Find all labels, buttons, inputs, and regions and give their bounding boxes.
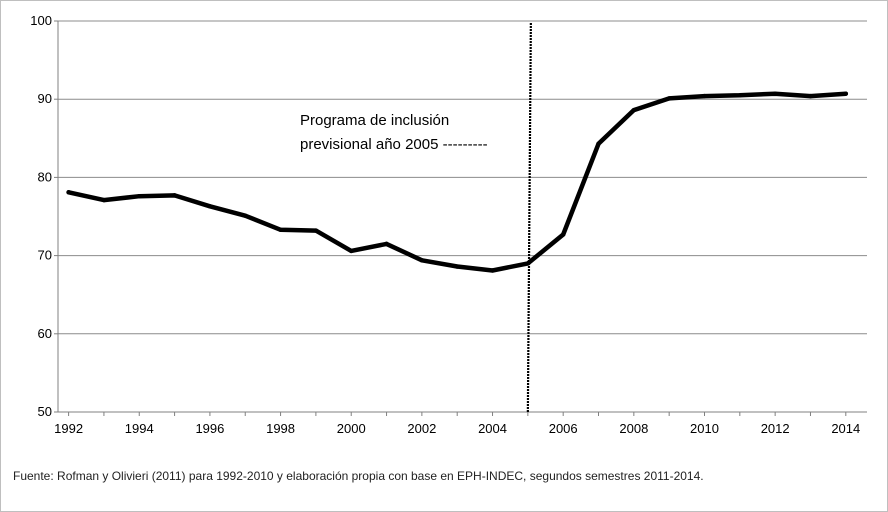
x-tick-label: 2004 [478,421,507,436]
x-tick-label: 2002 [407,421,436,436]
vertical-marker [526,22,532,413]
data-point [278,227,283,232]
data-point [631,107,637,113]
x-tick-label: 2010 [690,421,719,436]
y-tick-label: 50 [38,404,52,419]
data-point [207,204,213,209]
y-tick-label: 90 [38,91,52,106]
series-layer [66,91,849,273]
data-point [808,93,813,99]
data-point [843,91,849,96]
data-point [666,96,672,101]
gridlines [58,20,867,335]
data-point [596,141,601,146]
x-tick-label: 1992 [54,421,83,436]
series-line-0 [66,91,849,273]
data-point [313,228,319,233]
line-chart: 50 60 70 80 90 100 1992 1994 1996 1998 2000 2002 20… [30,13,867,436]
data-point [419,258,425,263]
data-point [560,232,566,237]
x-tick-label: 1996 [195,421,224,436]
data-point [349,248,354,254]
annotation-line-2: previsional año 2005 --------- [300,136,488,153]
y-tick-label: 100 [30,13,52,28]
data-point [702,93,707,99]
x-tick-label: 2014 [831,421,860,436]
data-point [455,264,460,269]
y-tick-labels: 50 60 70 80 90 100 [30,13,52,419]
x-tick-label: 2000 [337,421,366,436]
x-tick-label: 1998 [266,421,295,436]
x-tick-label: 2012 [761,421,790,436]
data-point [137,193,142,199]
data-point [172,193,177,198]
annotation-line-1: Programa de inclusión [300,112,449,129]
x-tick-labels: 1992 1994 1996 1998 2000 2002 2004 2006 2008 2010… [54,421,860,436]
data-point [101,197,107,203]
axes [54,20,867,416]
x-tick-label: 2008 [619,421,648,436]
y-tick-label: 70 [38,248,52,263]
x-tick-label: 2006 [549,421,578,436]
x-tick-label: 1994 [125,421,154,436]
data-point [243,213,248,218]
source-note: Fuente: Rofman y Olivieri (2011) para 19… [13,469,704,483]
y-tick-label: 80 [38,169,52,184]
y-tick-label: 60 [38,326,52,341]
data-point [772,91,778,96]
data-point [384,241,389,247]
data-point [737,93,743,98]
data-point [490,268,495,273]
data-point [66,190,71,195]
data-point [525,261,531,266]
marker-line-2005 [526,22,532,413]
